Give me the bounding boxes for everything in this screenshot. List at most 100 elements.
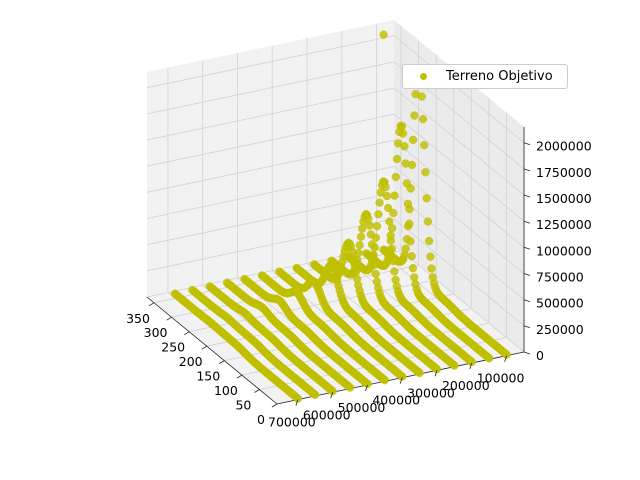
tick-mark-x xyxy=(219,360,225,364)
data-point xyxy=(390,191,399,200)
data-point xyxy=(407,252,416,261)
data-point xyxy=(387,244,397,254)
data-point xyxy=(432,365,442,374)
data-point xyxy=(370,260,379,270)
data-point xyxy=(382,191,392,201)
tick-mark-x xyxy=(201,345,207,350)
data-point xyxy=(415,368,424,378)
y-tick-label: 200000 xyxy=(442,378,490,393)
x-tick-label: 350 xyxy=(126,311,150,326)
data-point xyxy=(385,217,394,226)
data-point xyxy=(408,135,418,144)
tick-mark-y xyxy=(295,399,299,406)
grid-line-z-left xyxy=(146,35,395,89)
data-point xyxy=(401,159,410,168)
data-point xyxy=(400,142,409,151)
data-point xyxy=(408,264,418,273)
tick-mark-z xyxy=(523,220,531,224)
data-point xyxy=(379,30,388,39)
tick-mark-z xyxy=(523,142,531,146)
data-point xyxy=(485,354,494,363)
grid-line-z-left xyxy=(146,218,395,272)
grid-line-z-right xyxy=(393,35,525,144)
x-tick-label: 250 xyxy=(161,340,185,355)
data-point xyxy=(311,390,320,400)
grid-line-z-left xyxy=(146,113,395,167)
data-point xyxy=(371,269,380,279)
z-tick-label: 250000 xyxy=(536,322,584,337)
grid-line-z-right xyxy=(393,192,525,301)
grid-line-z-left xyxy=(146,87,395,141)
z-tick-label: 0 xyxy=(536,348,544,363)
data-point xyxy=(372,222,382,231)
z-tick-label: 2000000 xyxy=(536,139,592,154)
tick-mark-y xyxy=(330,392,334,399)
tick-mark-x xyxy=(254,389,260,393)
z-tick-label: 1500000 xyxy=(536,191,592,206)
data-points xyxy=(170,30,511,403)
data-point xyxy=(450,361,459,370)
tick-mark-x xyxy=(166,316,172,321)
x-tick-label: 200 xyxy=(179,354,203,369)
data-point xyxy=(410,111,419,120)
tick-mark-x xyxy=(271,403,278,408)
y-tick-label: 500000 xyxy=(338,400,386,415)
z-tick-label: 1000000 xyxy=(536,243,592,258)
grid-line-z-left xyxy=(146,139,395,193)
grid-line-z-right xyxy=(393,113,525,222)
y-tick-label: 100000 xyxy=(477,371,525,386)
grid-line-z-right xyxy=(393,139,525,248)
data-point xyxy=(426,252,435,261)
data-point xyxy=(358,224,367,233)
z-tick-label: 750000 xyxy=(536,270,584,285)
legend: Terreno Objetivo xyxy=(402,64,568,89)
data-point xyxy=(375,198,384,207)
tick-mark-z xyxy=(523,299,531,303)
tick-mark-z xyxy=(523,168,531,172)
data-point xyxy=(406,237,415,246)
data-point xyxy=(367,240,377,249)
tick-mark-z xyxy=(523,273,531,276)
data-point xyxy=(423,217,433,226)
grid-line-z-left xyxy=(146,61,395,115)
legend-label-series: Terreno Objetivo xyxy=(446,69,553,84)
data-point xyxy=(390,267,399,276)
data-point xyxy=(389,208,398,218)
data-point xyxy=(350,260,359,269)
tick-mark-y xyxy=(504,355,507,362)
data-point xyxy=(293,394,303,403)
data-point xyxy=(388,257,398,266)
grid-line-z-right xyxy=(393,166,525,274)
data-point xyxy=(420,141,429,150)
data-point xyxy=(328,387,337,396)
data-point xyxy=(386,231,395,240)
data-point xyxy=(410,273,419,282)
y-tick-label: 700000 xyxy=(268,415,316,430)
data-point xyxy=(374,210,383,219)
data-point xyxy=(502,350,511,359)
data-point xyxy=(418,114,428,124)
data-point xyxy=(356,232,366,241)
data-point xyxy=(366,230,375,239)
data-point xyxy=(467,357,476,367)
data-point xyxy=(427,264,436,273)
data-point xyxy=(398,372,407,381)
data-point xyxy=(391,172,400,182)
data-point xyxy=(369,250,378,260)
data-point xyxy=(421,168,430,177)
data-point xyxy=(380,376,389,385)
tick-mark-x xyxy=(236,374,243,379)
tick-mark-z xyxy=(523,194,531,198)
tick-mark-x xyxy=(183,331,190,336)
y-tick-label: 300000 xyxy=(407,385,455,400)
y-tick-label: 400000 xyxy=(372,393,420,408)
tick-mark-z xyxy=(523,325,531,329)
tick-mark-z xyxy=(523,246,531,250)
x-tick-label: 100 xyxy=(214,383,238,398)
tick-mark-z xyxy=(523,351,531,355)
grid-line-z-left xyxy=(146,166,395,219)
data-point xyxy=(403,199,413,209)
x-tick-label: 150 xyxy=(196,369,220,384)
